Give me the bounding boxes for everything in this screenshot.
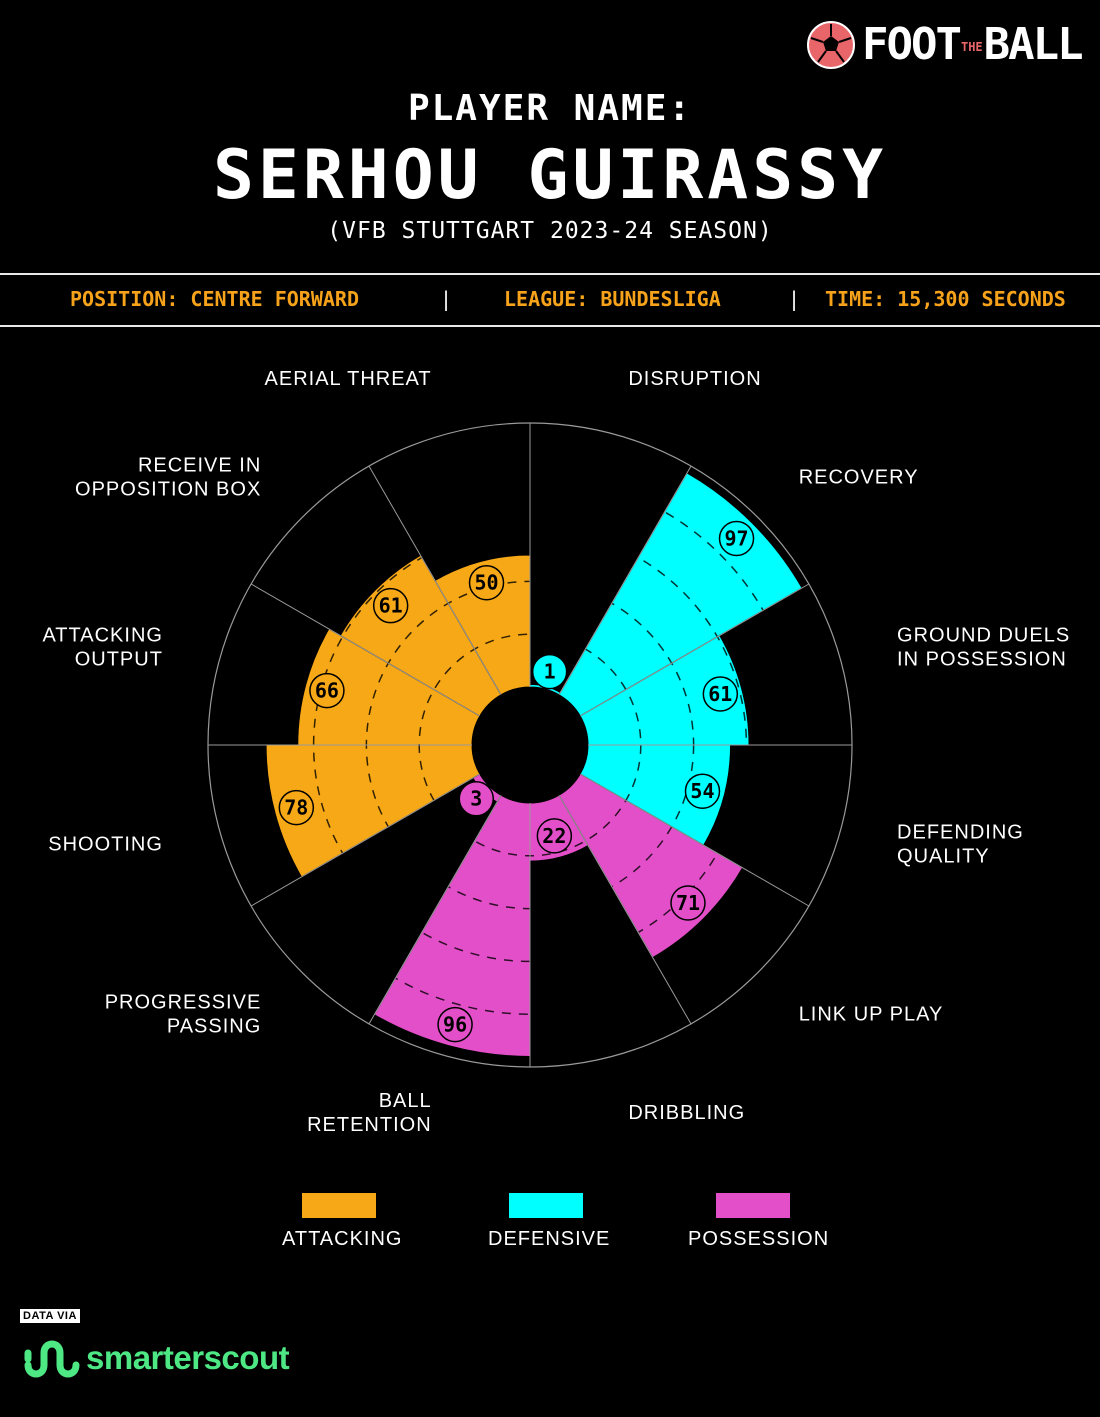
category-label-line: RECEIVE IN — [138, 454, 261, 476]
info-separator-1: | — [440, 287, 453, 311]
category-label: DEFENDING QUALITY — [897, 821, 1024, 867]
logo-text-ball: BALL — [983, 19, 1084, 70]
smarterscout-logo: smarterscout — [20, 1333, 290, 1383]
value-badge — [468, 564, 505, 601]
time-info: TIME: 15,300 SECONDS — [825, 287, 1066, 311]
player-name-label: PLAYER NAME: — [407, 88, 693, 129]
value-label: 3 — [470, 787, 482, 811]
category-label: PROGRESSIVE PASSING — [105, 992, 262, 1038]
category-label-line: DEFENDING — [897, 821, 1024, 843]
data-via-label: DATA VIA — [20, 1309, 80, 1323]
value-label: 1 — [544, 660, 556, 684]
logo-wordmark: FOOTTHEBALL — [862, 23, 1084, 67]
value-label: 61 — [708, 682, 732, 706]
value-badge — [531, 653, 568, 690]
category-label: DRIBBLING — [628, 1102, 745, 1124]
smarterscout-icon — [24, 1340, 80, 1378]
legend-swatch-defensive — [509, 1193, 583, 1218]
category-label-line: ATTACKING — [42, 625, 162, 647]
spoke-8 — [250, 773, 481, 907]
category-label-line: LINK UP PLAY — [799, 1004, 944, 1026]
category-label-line: OPPOSITION BOX — [75, 478, 261, 500]
category-label: RECEIVE IN OPPOSITION BOX — [75, 454, 261, 500]
value-badge — [437, 1006, 473, 1043]
info-bar: POSITION: CENTRE FORWARD | LEAGUE: BUNDE… — [0, 273, 1100, 327]
value-label: 96 — [443, 1013, 467, 1037]
value-badge — [684, 773, 721, 809]
legend-swatch-attacking — [302, 1193, 376, 1218]
category-label-line: DISRUPTION — [628, 368, 761, 390]
center-hole — [472, 687, 588, 803]
polar-bar-chart: 1 97 61 54 71 22 96 3 78 66 61 50 DISRUPTION RECOVERY… — [42, 368, 1070, 1136]
league-info: LEAGUE: BUNDESLIGA — [504, 287, 721, 311]
smarterscout-wordmark: smarterscout — [86, 1339, 290, 1376]
category-label: ATTACKING OUTPUT — [42, 625, 162, 671]
value-badge — [718, 520, 755, 557]
value-label: 54 — [690, 779, 714, 803]
spoke-10 — [250, 583, 481, 717]
category-label-line: AERIAL THREAT — [265, 368, 432, 390]
category-label-line: QUALITY — [897, 845, 990, 867]
spoke-5 — [558, 794, 692, 1025]
value-label: 71 — [676, 891, 700, 915]
position-info: POSITION: CENTRE FORWARD — [70, 287, 359, 311]
category-label: DISRUPTION — [628, 368, 761, 390]
info-separator-2: | — [788, 287, 801, 311]
value-badge — [372, 587, 409, 624]
value-badge — [278, 789, 315, 826]
category-label: SHOOTING — [48, 833, 163, 855]
value-label: 61 — [379, 594, 403, 618]
spoke-1 — [558, 465, 692, 696]
value-badge — [702, 676, 739, 712]
value-label: 50 — [474, 571, 498, 595]
spoke-4 — [579, 773, 810, 907]
legend-label-defensive: DEFENSIVE — [488, 1228, 611, 1250]
category-label: AERIAL THREAT — [265, 368, 432, 390]
category-label-line: BALL — [379, 1090, 432, 1112]
logo-text-foot: FOOT — [862, 19, 962, 70]
legend-swatch-possession — [716, 1193, 790, 1218]
category-label-line: SHOOTING — [48, 833, 163, 855]
spoke-2 — [579, 583, 810, 717]
footballball-logo: FOOTTHEBALL — [806, 18, 1084, 72]
category-label-line: GROUND DUELS — [897, 625, 1070, 647]
category-label-line: PASSING — [167, 1016, 261, 1038]
spoke-7 — [368, 794, 502, 1025]
category-label-line: OUTPUT — [75, 649, 163, 671]
category-label: GROUND DUELS IN POSSESSION — [897, 625, 1070, 671]
category-label-line: RETENTION — [307, 1114, 432, 1136]
legend-label-possession: POSSESSION — [688, 1228, 830, 1250]
value-badge — [536, 818, 573, 854]
value-label: 97 — [724, 526, 748, 550]
category-label-line: IN POSSESSION — [897, 649, 1067, 671]
value-badge — [309, 672, 345, 709]
season-subtitle: (VFB STUTTGART 2023-24 SEASON) — [327, 218, 773, 244]
category-label-line: DRIBBLING — [628, 1102, 745, 1124]
value-badge — [670, 885, 706, 921]
legend-label-attacking: ATTACKING — [282, 1228, 403, 1250]
football-icon — [807, 21, 855, 69]
category-label-line: PROGRESSIVE — [105, 992, 262, 1014]
value-label: 78 — [284, 796, 308, 820]
logo-text-the: THE — [960, 40, 983, 54]
category-label: BALL RETENTION — [307, 1090, 432, 1136]
spoke-11 — [368, 465, 502, 696]
player-name: SERHOU GUIRASSY — [212, 136, 888, 215]
value-badge — [458, 780, 495, 817]
value-label: 22 — [542, 824, 566, 848]
category-label-line: RECOVERY — [799, 466, 919, 488]
category-label: RECOVERY — [799, 466, 919, 488]
category-label: LINK UP PLAY — [799, 1004, 944, 1026]
value-label: 66 — [315, 679, 339, 703]
